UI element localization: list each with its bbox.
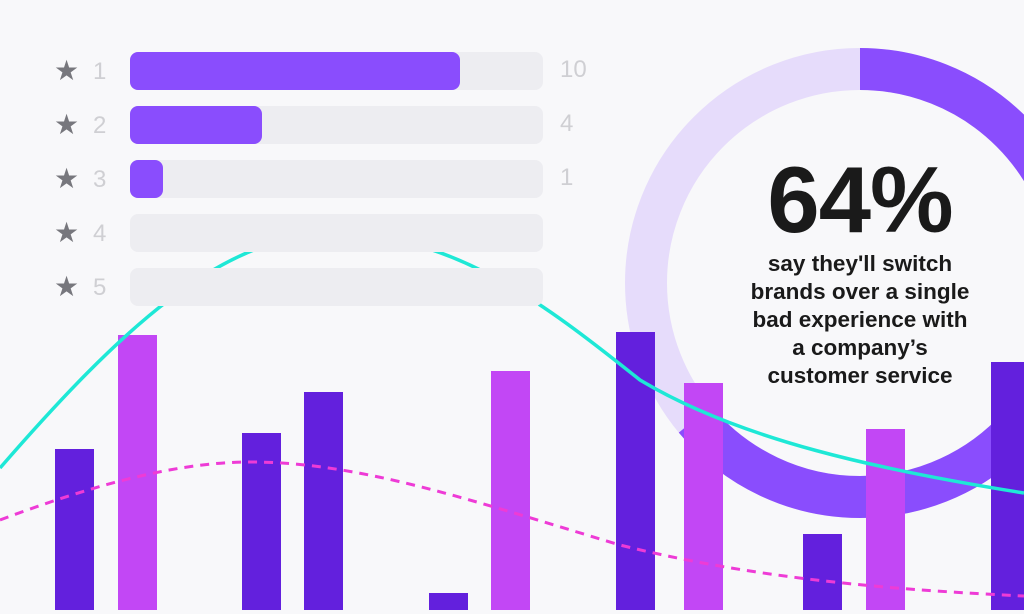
star-icon: ★ [54, 163, 80, 194]
decorative-bar [304, 392, 343, 610]
rating-track [130, 268, 543, 306]
caption-line: say they'll switch [767, 251, 953, 276]
caption-line: a company’s [792, 335, 928, 360]
rating-bar [130, 106, 263, 144]
stat-percent: 64% [767, 147, 953, 252]
decorative-bars [55, 332, 1024, 610]
rating-value: 4 [560, 110, 574, 137]
decorative-bar [55, 449, 94, 610]
rating-label: 1 [93, 58, 107, 85]
decorative-bar [803, 534, 842, 610]
decorative-bar [866, 429, 905, 610]
rating-row: ★ 1 10 [0, 52, 620, 90]
decorative-bar [242, 433, 281, 610]
decorative-bar [991, 362, 1024, 610]
rating-row: ★ 5 [0, 268, 620, 306]
rating-label: 3 [93, 166, 107, 193]
decorative-bar [616, 332, 655, 610]
rating-value: 10 [560, 56, 587, 83]
rating-label: 5 [93, 274, 107, 301]
stat-callout: 64% say they'll switch brands over a sin… [720, 150, 1000, 390]
caption-line: bad experience with [752, 307, 968, 332]
rating-value: 1 [560, 164, 574, 191]
donut-filled-arc [625, 48, 1024, 518]
caption-line: brands over a single [750, 279, 970, 304]
magenta-dashed-curve [0, 460, 1024, 598]
star-icon: ★ [54, 217, 80, 248]
decorative-bar [491, 371, 530, 610]
decorative-bar [684, 383, 723, 610]
rating-row: ★ 3 1 [0, 160, 620, 198]
caption-line: customer service [767, 363, 953, 388]
rating-row: ★ 4 [0, 214, 620, 252]
stat-caption: say they'll switch brands over a single … [720, 250, 1000, 390]
star-icon: ★ [54, 271, 80, 302]
decorative-bar [118, 335, 157, 610]
percent-donut [625, 48, 1024, 518]
rating-bar [130, 52, 461, 90]
rating-track [130, 214, 543, 252]
star-icon: ★ [54, 55, 80, 86]
rating-track [130, 160, 543, 198]
rating-row: ★ 2 4 [0, 106, 620, 144]
rating-track [130, 106, 543, 144]
rating-label: 4 [93, 220, 107, 247]
decorative-bar [429, 593, 468, 610]
rating-label: 2 [93, 112, 107, 139]
rating-track [130, 52, 543, 90]
rating-bar [130, 160, 164, 198]
star-icon: ★ [54, 109, 80, 140]
